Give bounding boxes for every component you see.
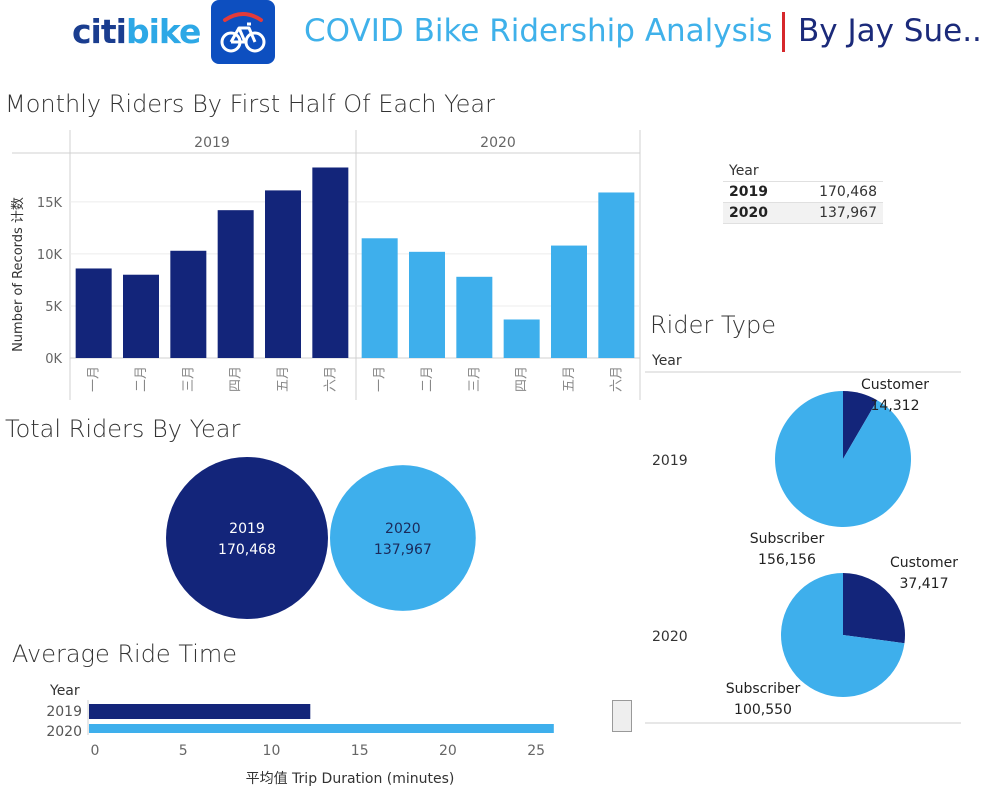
y-tick-label: 15K: [37, 196, 63, 211]
bubble-year-label: 2019: [229, 521, 265, 537]
avg-chart-title: Average Ride Time: [12, 640, 238, 668]
slice-label-value: 14,312: [871, 398, 920, 414]
panel-header-2020: 2020: [480, 135, 516, 151]
rider-type-title: Rider Type: [650, 311, 776, 339]
x-tick-label: 六月: [323, 366, 338, 392]
x-tick-label: 一月: [87, 366, 102, 392]
row-label: 2019: [46, 704, 82, 720]
bar: [503, 319, 540, 358]
table-row: 2019 170,468: [723, 181, 883, 202]
bubble-2020: [330, 465, 476, 611]
bubble-value-label: 137,967: [374, 542, 432, 558]
bubble-2019: [166, 457, 328, 619]
y-tick-label: 5K: [45, 300, 62, 315]
bar: [170, 250, 207, 358]
bar: [456, 276, 493, 358]
x-tick-label: 三月: [467, 366, 482, 392]
slice-label-value: 37,417: [900, 576, 949, 592]
bar: [409, 251, 445, 358]
dashboard-title: COVID Bike Ridership Analysis: [304, 13, 773, 49]
row-header: Year: [651, 353, 682, 369]
monthly-riders-chart: 0K 5K 10K 15K Number of Records 计数 2019 一月 二月 三月…: [11, 130, 641, 400]
x-tick-label: 15: [351, 743, 369, 759]
table-cell-year: 2019: [729, 184, 768, 200]
slice-label-value: 100,550: [734, 702, 792, 718]
slice-label-name: Customer: [861, 377, 929, 393]
y-tick-label: 0K: [45, 352, 62, 367]
total-riders-chart: 2019 170,468 2020 137,967: [166, 457, 476, 619]
panel-header-2019: 2019: [194, 135, 230, 151]
x-tick-label: 四月: [515, 366, 530, 392]
avg-ride-time-chart: Year 2019 2020 0 5 10 15 20 25 平均值 Trip Duration …: [46, 683, 554, 787]
x-tick-label: 三月: [181, 366, 196, 392]
bicycle-icon: [211, 0, 275, 64]
table-cell-value: 137,967: [819, 205, 877, 221]
scrollbar[interactable]: [612, 700, 632, 732]
slice-label-name: Subscriber: [726, 681, 801, 697]
row-header: Year: [49, 683, 80, 699]
title-separator: [782, 12, 785, 52]
x-tick-label: 10: [263, 743, 281, 759]
bar: [89, 704, 311, 719]
x-tick-label: 五月: [276, 366, 291, 392]
pie-slice-customer: [843, 573, 905, 644]
table-cell-value: 170,468: [819, 184, 877, 200]
x-tick-label: 0: [91, 743, 100, 759]
table-header: Year: [729, 163, 759, 179]
x-tick-label: 25: [527, 743, 545, 759]
row-label: 2019: [652, 453, 688, 469]
slice-label-name: Subscriber: [750, 531, 825, 547]
table-row: 2020 137,967: [723, 202, 883, 224]
x-tick-label: 5: [179, 743, 188, 759]
x-tick-label: 20: [439, 743, 457, 759]
bar: [75, 268, 112, 358]
bar: [361, 238, 398, 358]
x-tick-label: 五月: [562, 366, 577, 392]
monthly-chart-title: Monthly Riders By First Half Of Each Yea…: [5, 90, 495, 118]
bar: [312, 167, 349, 358]
y-axis-label: Number of Records 计数: [11, 197, 26, 352]
bubble-value-label: 170,468: [218, 542, 276, 558]
row-label: 2020: [652, 629, 688, 645]
x-tick-label: 四月: [229, 366, 244, 392]
x-axis-label: 平均值 Trip Duration (minutes): [246, 771, 455, 787]
slice-label-value: 156,156: [758, 552, 816, 568]
bar: [89, 724, 554, 733]
x-tick-label: 一月: [373, 366, 388, 392]
y-tick-label: 10K: [37, 248, 63, 263]
pie-slice-subscriber: [775, 391, 911, 527]
x-tick-label: 二月: [420, 366, 435, 392]
table-cell-year: 2020: [729, 205, 768, 221]
bubble-year-label: 2020: [385, 521, 421, 537]
citibike-logo: citibike: [72, 12, 201, 51]
bar: [217, 210, 254, 358]
bar: [123, 274, 159, 358]
rider-type-chart: Year 2019 Customer 14,312 Subscriber 156,156 2…: [645, 353, 961, 724]
dashboard-author: By Jay Sue..: [798, 13, 982, 49]
pie-slice-subscriber: [781, 573, 905, 697]
pie-slice-customer: [843, 391, 878, 459]
bar: [265, 190, 301, 358]
year-total-table: Year 2019 170,468 2020 137,967: [723, 161, 883, 224]
bar: [551, 245, 587, 358]
x-tick-label: 六月: [609, 366, 624, 392]
slice-label-name: Customer: [890, 555, 958, 571]
total-chart-title: Total Riders By Year: [5, 415, 241, 443]
x-tick-label: 二月: [134, 366, 149, 392]
bar: [598, 192, 635, 358]
row-label: 2020: [46, 724, 82, 740]
